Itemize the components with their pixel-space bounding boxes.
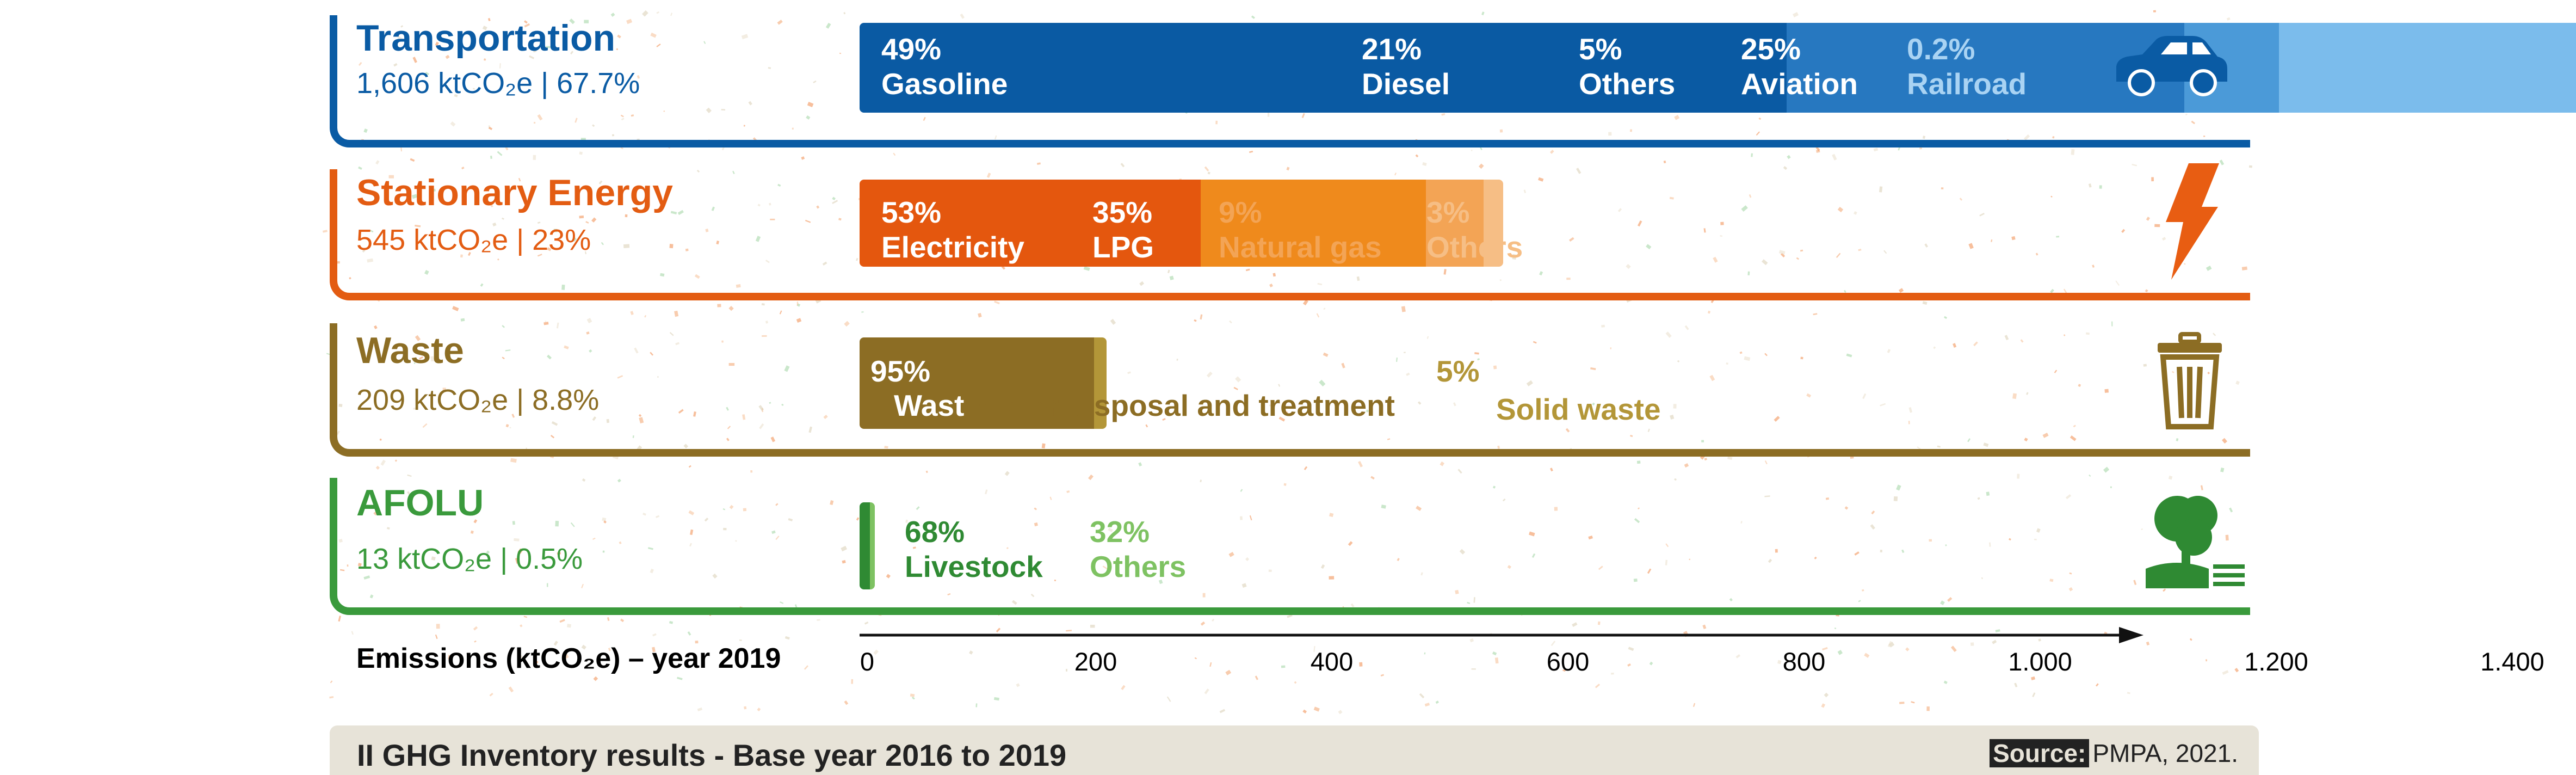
source-credit: Source: PMPA, 2021. bbox=[1990, 739, 2238, 768]
frame-afolu bbox=[330, 478, 2250, 615]
segment-name-label: Railroad bbox=[1907, 67, 2027, 101]
sector-name-waste: Waste bbox=[356, 330, 464, 371]
segment-percent-label: 35% bbox=[1092, 195, 1153, 229]
bar-segment-gasoline bbox=[860, 23, 1787, 113]
segment-percent-label: 32% bbox=[1090, 515, 1150, 549]
bar-segment-solid-waste bbox=[1094, 337, 1107, 429]
bar-segment-others bbox=[870, 502, 875, 589]
segment-percent-label: 5% bbox=[1436, 354, 1480, 388]
segment-percent-label: 0.2% bbox=[1907, 32, 1975, 66]
chart-title: II GHG Inventory results - Base year 201… bbox=[357, 738, 1067, 772]
segment-percent-label: 68% bbox=[905, 515, 965, 549]
sector-total-transportation: 1,606 ktCO₂e | 67.7% bbox=[356, 67, 640, 100]
sector-name-transportation: Transportation bbox=[356, 17, 616, 59]
segment-percent-label: 53% bbox=[881, 195, 942, 229]
frame-waste bbox=[330, 323, 2250, 457]
bar-segment-aviation bbox=[2278, 23, 2576, 113]
x-tick-label: 1.200 bbox=[2244, 647, 2308, 676]
segment-percent-label: 5% bbox=[1579, 32, 1622, 66]
segment-name-label: Others bbox=[1579, 67, 1676, 101]
frame-stationary-energy bbox=[330, 169, 2250, 300]
segment-percent-label: 25% bbox=[1741, 32, 1801, 66]
source-tag: Source: bbox=[1990, 739, 2090, 767]
lightning-icon bbox=[2166, 163, 2219, 280]
x-axis-arrow bbox=[2119, 627, 2143, 643]
footer-bar: II GHG Inventory results - Base year 201… bbox=[330, 725, 2259, 775]
bar-segment-livestock bbox=[860, 502, 870, 589]
bar-segment-lpg bbox=[1200, 180, 1426, 267]
segment-name-label: Wastewater disposal and treatment bbox=[894, 389, 1395, 422]
x-tick-label: 1.000 bbox=[2008, 647, 2072, 676]
sector-total-stationary-energy: 545 ktCO₂e | 23% bbox=[356, 224, 591, 256]
sector-name-afolu: AFOLU bbox=[356, 482, 484, 524]
segment-percent-label: 49% bbox=[881, 32, 942, 66]
segment-name-label: Livestock bbox=[905, 550, 1043, 583]
source-text: PMPA, 2021. bbox=[2092, 739, 2238, 767]
bar-segment-natural-gas bbox=[1425, 180, 1484, 267]
segment-percent-label: 21% bbox=[1362, 32, 1422, 66]
frame-transportation bbox=[330, 15, 2250, 147]
x-tick-label: 1.400 bbox=[2480, 647, 2544, 676]
segment-name-label: Others bbox=[1426, 230, 1523, 264]
x-axis-label: Emissions (ktCO₂e) – year 2019 bbox=[356, 643, 781, 674]
segment-name-label: Others bbox=[1090, 550, 1187, 583]
segment-name-label: Solid waste bbox=[1496, 392, 1661, 426]
sector-total-waste: 209 ktCO₂e | 8.8% bbox=[356, 384, 600, 416]
x-tick-label: 800 bbox=[1782, 647, 1826, 676]
x-tick-label: 200 bbox=[1074, 647, 1117, 676]
x-tick-label: 600 bbox=[1546, 647, 1590, 676]
segment-percent-label: 95% bbox=[870, 354, 931, 388]
trash-can-icon bbox=[2158, 332, 2222, 429]
x-tick-label: 400 bbox=[1310, 647, 1354, 676]
bar-segment-wastewater-disposal-and-treatment bbox=[860, 337, 1094, 429]
segment-name-label: Gasoline bbox=[881, 67, 1008, 101]
x-tick-label: 0 bbox=[860, 647, 875, 676]
car-icon bbox=[2116, 36, 2227, 96]
bar-segment-electricity bbox=[860, 180, 1201, 267]
bar-segment-others bbox=[1484, 180, 1503, 267]
tree-landscape-icon bbox=[2146, 496, 2245, 588]
segment-percent-label: 9% bbox=[1219, 195, 1262, 229]
segment-name-label: Aviation bbox=[1741, 67, 1858, 101]
segment-name-label: Natural gas bbox=[1219, 230, 1382, 264]
segment-name-label: Diesel bbox=[1362, 67, 1450, 101]
segment-percent-label: 3% bbox=[1426, 195, 1470, 229]
segment-name-label: Electricity bbox=[881, 230, 1024, 264]
segment-name-label: LPG bbox=[1092, 230, 1154, 264]
sector-name-stationary-energy: Stationary Energy bbox=[356, 172, 673, 213]
sector-total-afolu: 13 ktCO₂e | 0.5% bbox=[356, 543, 583, 575]
